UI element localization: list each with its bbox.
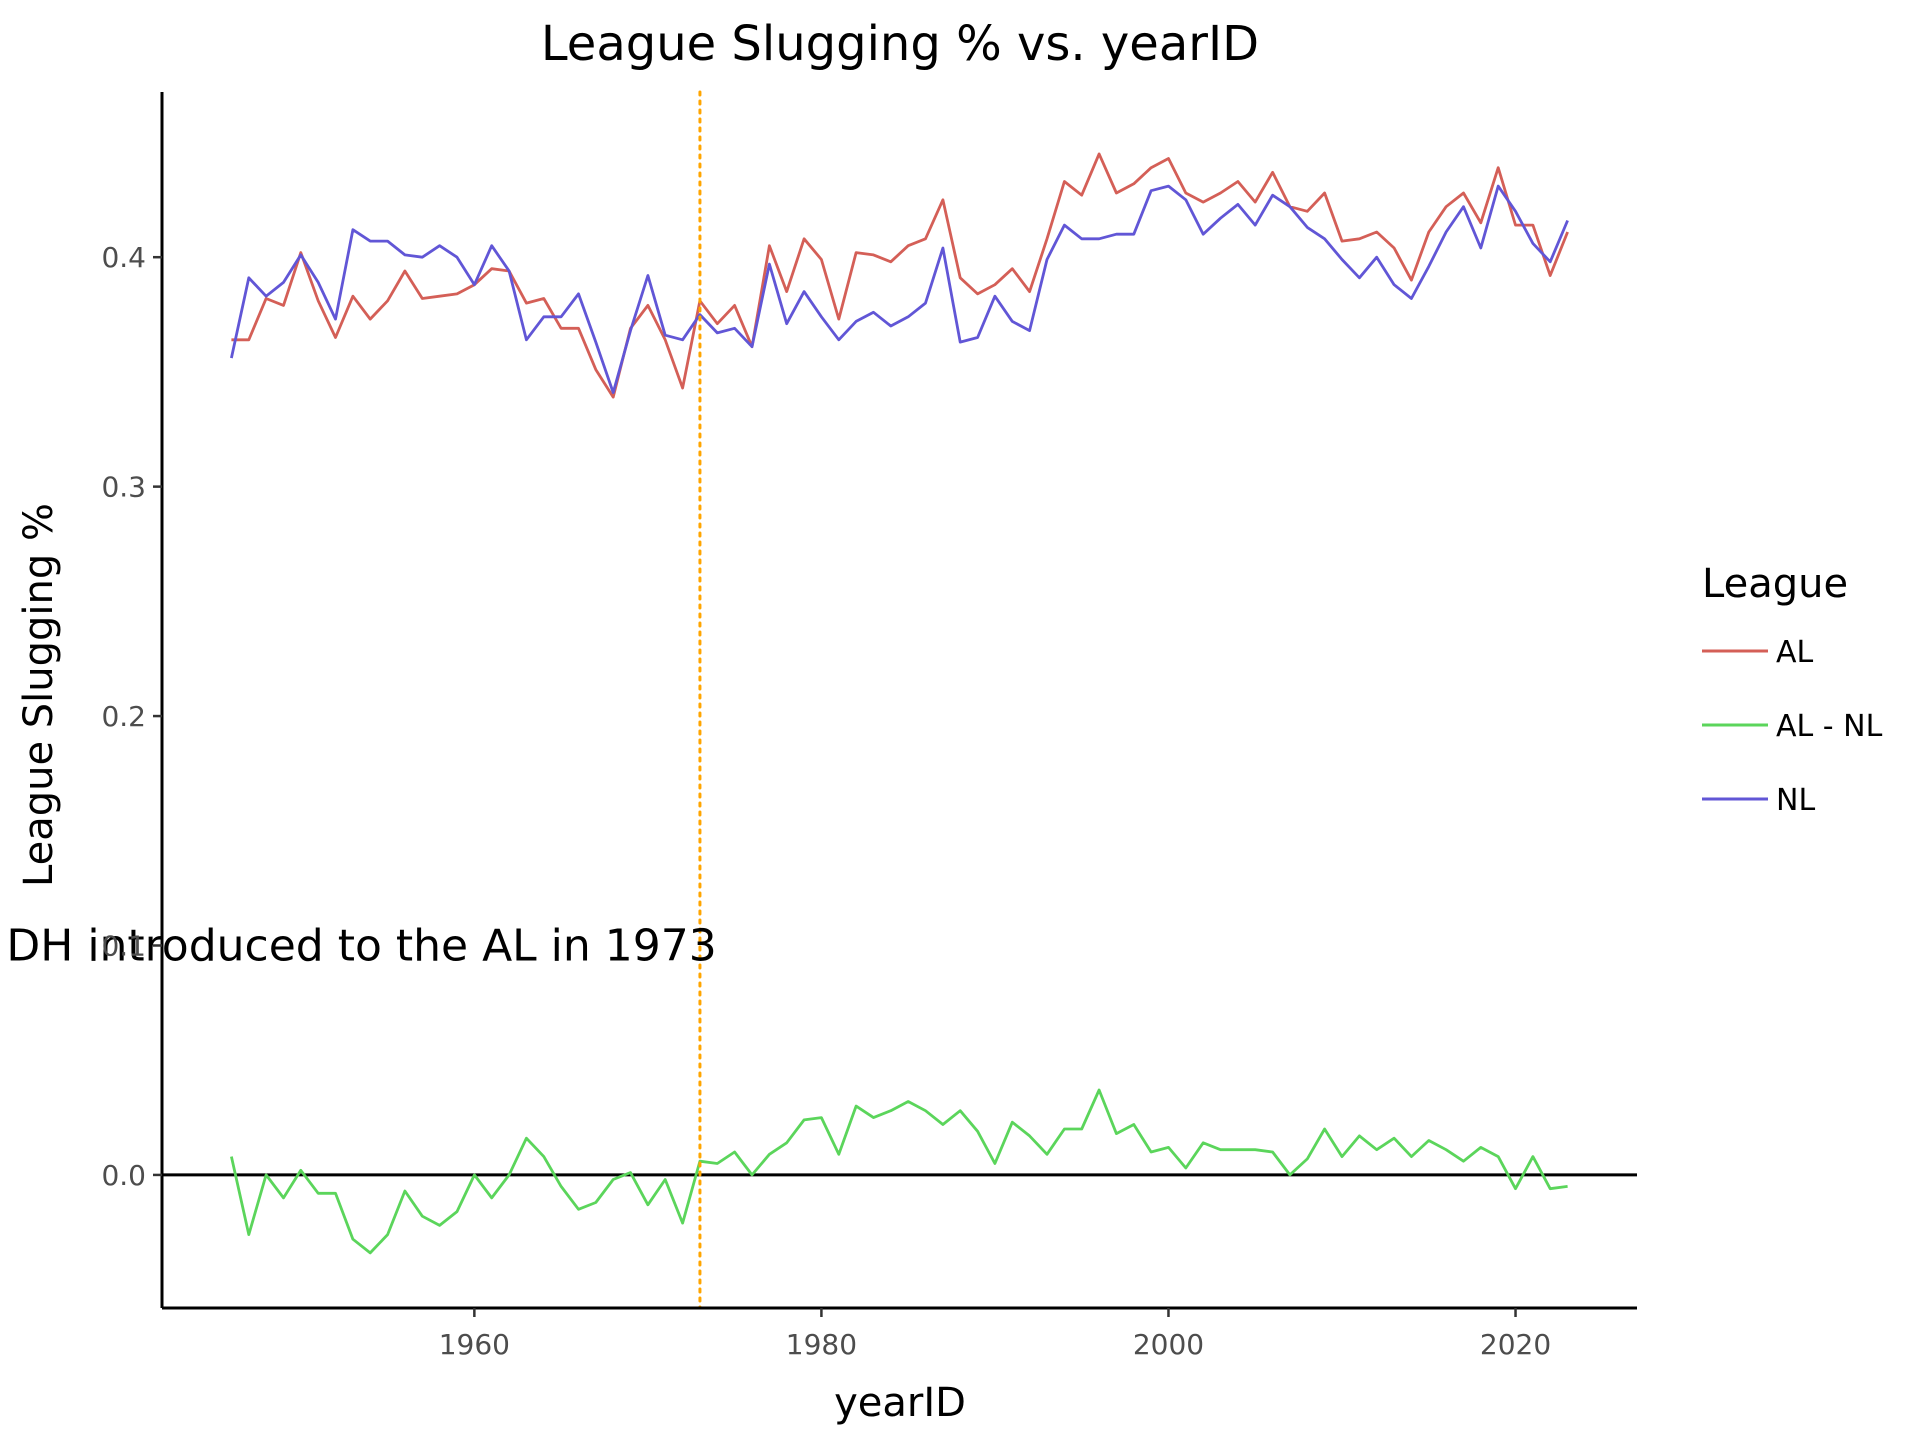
y-tick-label: 0.4 — [101, 241, 146, 274]
legend-label: NL — [1776, 783, 1815, 818]
x-tick-label: 2000 — [1133, 1328, 1204, 1361]
chart-title: League Slugging % vs. yearID — [541, 16, 1259, 72]
legend-title: League — [1702, 561, 1848, 607]
series-line-nl — [230, 184, 1569, 395]
x-tick-label: 1960 — [439, 1328, 510, 1361]
series-line-al — [231, 152, 1569, 399]
y-tick-label: 0.2 — [101, 700, 146, 733]
y-tick-label: 0.1 — [101, 929, 146, 962]
y-tick-label: 0.3 — [101, 471, 146, 504]
legend-label: AL — [1776, 635, 1814, 670]
x-tick-label: 2020 — [1480, 1328, 1551, 1361]
series-line-al-nl — [230, 1088, 1568, 1255]
legend-label: AL - NL — [1776, 709, 1883, 744]
x-tick-label: 1980 — [786, 1328, 857, 1361]
y-axis-title: League Slugging % — [16, 503, 62, 887]
y-tick-label: 0.0 — [101, 1159, 146, 1192]
legend: AL AL - NL NL — [1702, 635, 1883, 818]
axes: 0.0 0.1 0.2 0.3 0.4 1960 1980 2000 2020 — [101, 92, 1637, 1361]
x-axis-title: yearID — [834, 1380, 966, 1426]
annotation-text: DH introduced to the AL in 1973 — [6, 920, 716, 971]
plot-area: DH introduced to the AL in 1973 — [6, 90, 1637, 1310]
